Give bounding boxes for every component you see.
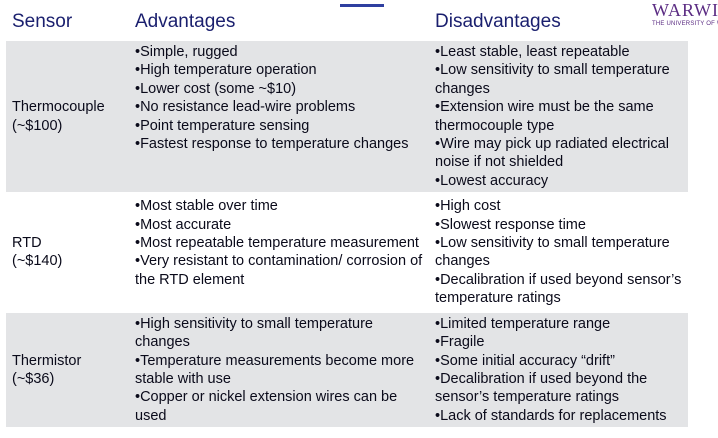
advantage-item: •Fastest response to temperature changes (135, 136, 409, 153)
disadvantage-item: •Slowest response time (435, 216, 586, 233)
advantages-cell: •Most stable over time •Most accurate •M… (128, 195, 428, 310)
advantage-item: •Most repeatable temperature measurement (135, 235, 419, 252)
sensor-cell: Thermistor (~$36) (6, 312, 128, 428)
advantage-item: •Temperature measurements become more st… (135, 352, 415, 387)
table-header-row: Sensor Advantages Disadvantages (6, 11, 688, 38)
disadvantages-cell: •Least stable, least repeatable •Low sen… (428, 41, 688, 193)
advantage-item: •Copper or nickel extension wires can be… (135, 389, 398, 424)
disadvantages-cell: •Limited temperature range •Fragile •Som… (428, 312, 688, 428)
advantages-cell: •High sensitivity to small temperature c… (128, 312, 428, 428)
disadvantage-item: •Lowest accuracy (435, 172, 549, 189)
advantage-item: •Most accurate (135, 216, 232, 233)
sensor-cell: Thermocouple (~$100) (6, 41, 128, 193)
disadvantage-item: •Extension wire must be the same thermoc… (435, 99, 654, 134)
advantage-item: •Point temperature sensing (135, 117, 310, 134)
disadvantage-item: •Low sensitivity to small temperature ch… (435, 62, 670, 97)
logo-wordmark: WARWICK (652, 0, 718, 20)
disadvantage-item: •Decalibration if used beyond the sensor… (435, 370, 648, 406)
advantage-item: •Lower cost (some ~$10) (135, 80, 297, 97)
advantage-item: •High temperature operation (135, 62, 317, 79)
sensor-name: Thermistor (12, 352, 82, 369)
sensor-cost: (~$100) (12, 117, 63, 134)
header-advantages: Advantages (135, 11, 236, 32)
sensor-name: RTD (12, 235, 42, 252)
table-row-thermistor: Thermistor (~$36) •High sensitivity to s… (6, 312, 688, 428)
sensor-name: Thermocouple (12, 99, 105, 116)
advantages-cell: •Simple, rugged •High temperature operat… (128, 41, 428, 193)
disadvantage-item: •Limited temperature range (435, 315, 611, 332)
sensor-comparison-table: Sensor Advantages Disadvantages Thermoco… (6, 8, 688, 430)
disadvantage-item: •Least stable, least repeatable (435, 44, 630, 60)
disadvantage-item: •Some initial accuracy “drift” (435, 352, 615, 369)
header-sensor: Sensor (12, 11, 73, 32)
logo-subtitle: THE UNIVERSITY OF WARWICK (652, 21, 718, 27)
disadvantage-item: •Wire may pick up radiated electrical no… (435, 136, 669, 171)
advantage-item: •Most stable over time (135, 198, 278, 215)
university-logo: WARWICK THE UNIVERSITY OF WARWICK (652, 0, 718, 30)
sensor-cell: RTD (~$140) (6, 195, 128, 310)
table-row-thermocouple: Thermocouple (~$100) •Simple, rugged •Hi… (6, 41, 688, 193)
disadvantage-item: •Lack of standards for replacements (435, 407, 667, 424)
sensor-cost: (~$140) (12, 253, 63, 270)
sensor-cost: (~$36) (12, 370, 55, 387)
table-row-rtd: RTD (~$140) •Most stable over time •Most… (6, 195, 688, 310)
disadvantage-item: •Low sensitivity to small temperature ch… (435, 235, 670, 270)
disadvantages-cell: •High cost •Slowest response time •Low s… (428, 195, 688, 310)
disadvantage-item: •High cost (435, 198, 501, 215)
title-underline (340, 0, 384, 7)
header-disadvantages: Disadvantages (435, 11, 561, 32)
advantage-item: •High sensitivity to small temperature c… (135, 315, 373, 351)
disadvantage-item: •Decalibration if used beyond sensor’s t… (435, 271, 682, 307)
advantage-item: •Very resistant to contamination/ corros… (135, 253, 423, 288)
advantage-item: •Simple, rugged (135, 44, 238, 60)
advantage-item: •No resistance lead-wire problems (135, 99, 356, 116)
disadvantage-item: •Fragile (435, 334, 485, 351)
